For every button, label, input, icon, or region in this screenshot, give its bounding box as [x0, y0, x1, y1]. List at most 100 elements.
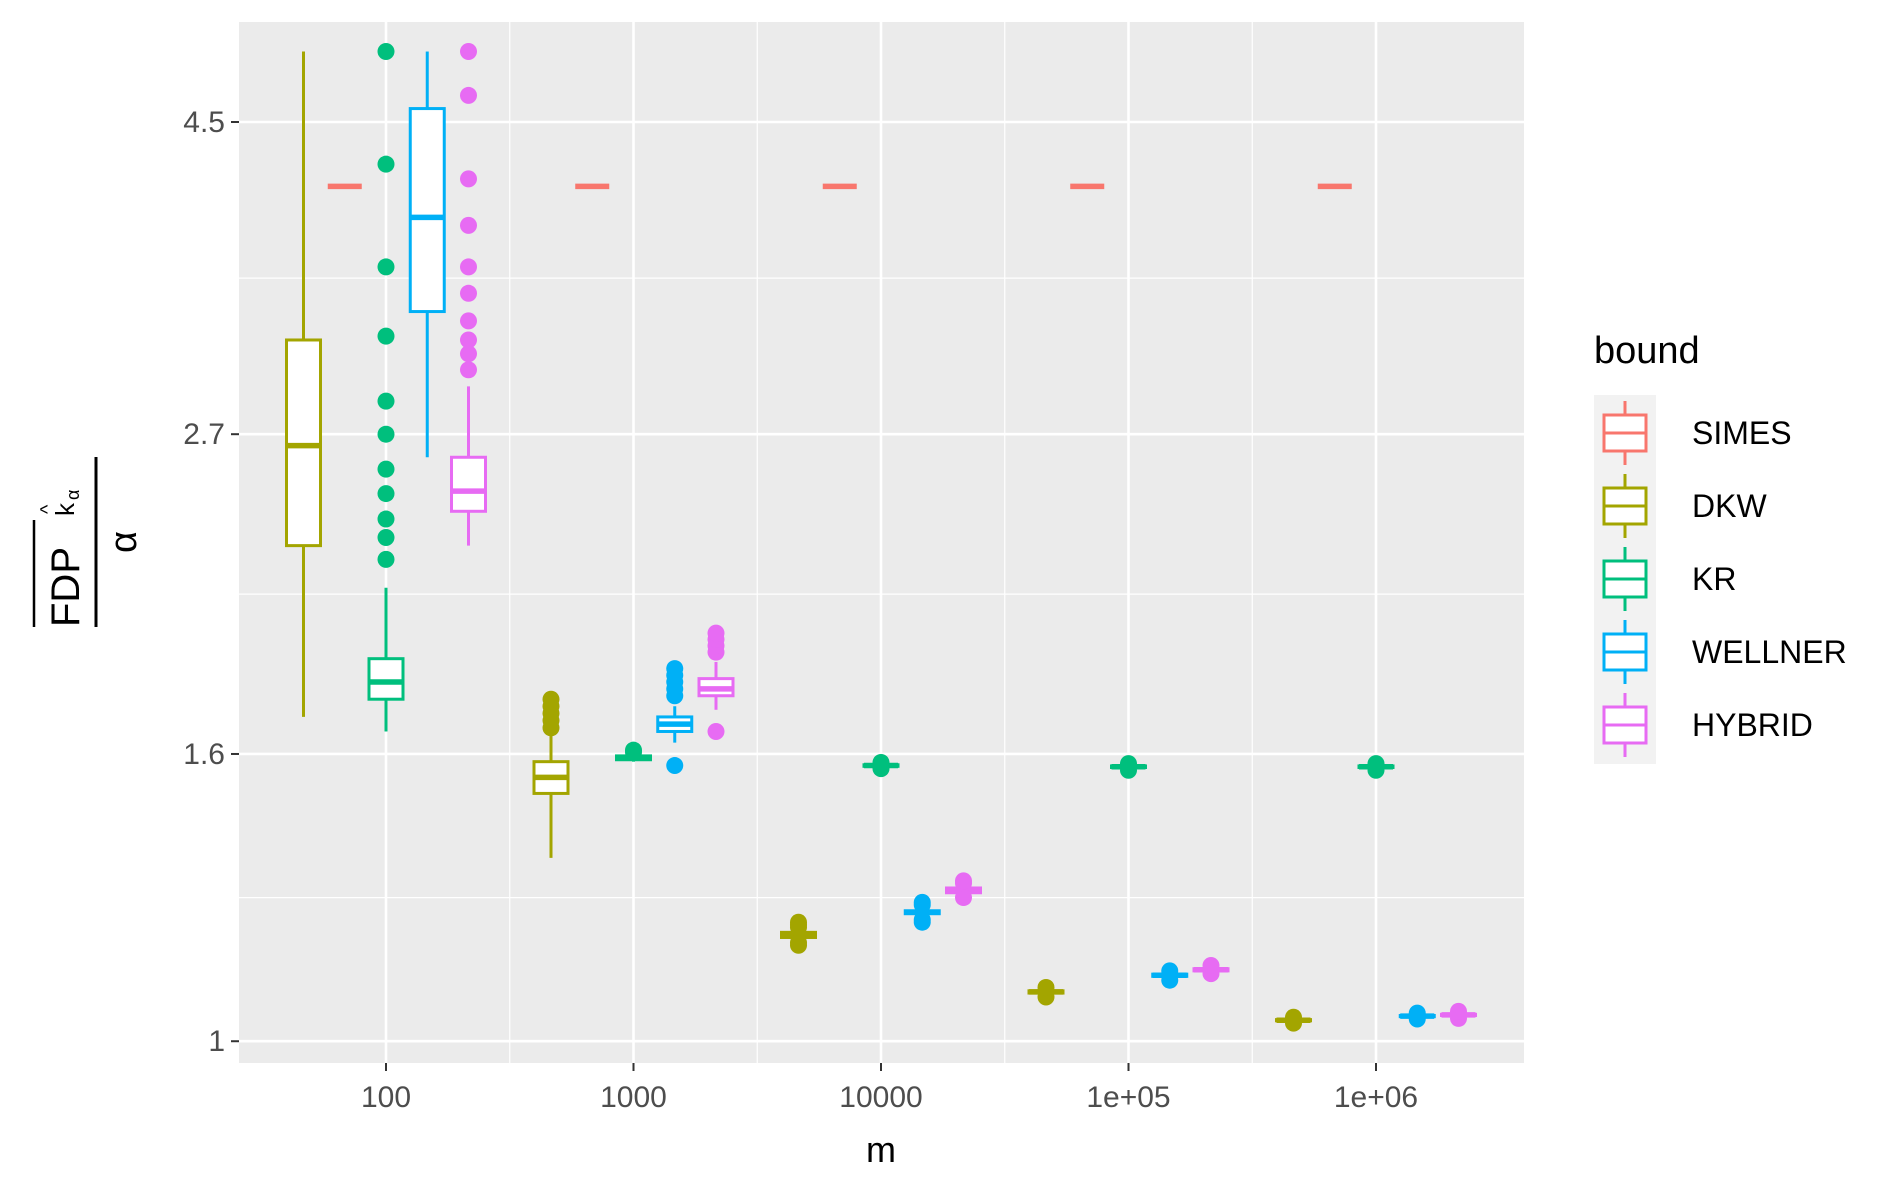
y-label-hat: ^: [37, 504, 59, 514]
x-tick-label: 100: [361, 1081, 411, 1114]
outlier-point: [460, 43, 477, 61]
outlier-point: [913, 911, 931, 929]
x-tick-label: 1e+05: [1086, 1081, 1170, 1114]
outlier-point: [666, 660, 684, 678]
box-wellner: [903, 893, 941, 931]
box-body: [408, 107, 446, 314]
box-dkw: [1275, 1008, 1312, 1032]
box-hybrid: [697, 624, 735, 740]
outlier-point: [790, 934, 807, 952]
box-wellner: [1151, 962, 1189, 989]
box-kr: [862, 753, 900, 778]
box-kr: [615, 741, 652, 762]
outlier-point: [460, 86, 477, 104]
legend-label: HYBRID: [1692, 707, 1813, 743]
outlier-point: [1161, 962, 1179, 980]
outlier-point: [790, 913, 807, 931]
outlier-point: [1120, 755, 1137, 773]
outlier-point: [377, 550, 395, 568]
outlier-point: [955, 889, 972, 907]
legend-label: SIMES: [1692, 415, 1792, 451]
outlier-point: [377, 327, 395, 345]
legend-item-kr: KR: [1602, 547, 1736, 611]
outlier-point: [377, 460, 395, 478]
outlier-point: [460, 312, 477, 330]
legend-label: WELLNER: [1692, 634, 1847, 670]
y-tick-label: 2.7: [183, 418, 225, 451]
box-wellner: [1398, 1004, 1436, 1028]
y-label-alpha: α: [103, 531, 145, 553]
outlier-point: [460, 258, 477, 276]
outlier-point: [377, 529, 395, 547]
outlier-point: [377, 425, 395, 443]
outlier-point: [913, 893, 931, 911]
box-wellner: [656, 660, 694, 775]
outlier-point: [707, 624, 725, 642]
outlier-point: [377, 485, 395, 503]
outlier-point: [460, 331, 477, 349]
outlier-point: [460, 345, 477, 363]
legend: bound SIMES DKW KR WELLNER HYBRID: [1594, 330, 1847, 764]
outlier-point: [955, 872, 972, 890]
y-axis-ticks: 1 1.6 2.7 4.5: [183, 106, 239, 1058]
box-hybrid: [450, 43, 487, 546]
outlier-point: [460, 361, 477, 379]
x-axis-ticks: 100 1000 10000 1e+05 1e+06: [361, 1063, 1418, 1114]
y-label-fdp: FDP: [44, 547, 88, 627]
y-tick-label: 1.6: [183, 738, 225, 771]
outlier-point: [707, 722, 725, 740]
outlier-point: [460, 216, 477, 234]
outlier-point: [1202, 956, 1220, 974]
box-dkw: [780, 913, 817, 954]
y-label-k-alpha: α: [63, 490, 83, 500]
box-kr: [1357, 755, 1395, 779]
outlier-point: [377, 510, 395, 528]
box-kr: [1110, 755, 1147, 779]
legend-keys: SIMES DKW KR WELLNER HYBRID: [1594, 395, 1847, 764]
legend-item-hybrid: HYBRID: [1602, 693, 1813, 757]
outlier-point: [1285, 1008, 1302, 1026]
box-dkw: [1027, 978, 1065, 1006]
outlier-point: [1037, 978, 1055, 996]
x-tick-label: 1e+06: [1334, 1081, 1418, 1114]
legend-label: DKW: [1692, 488, 1767, 524]
x-tick-label: 1000: [600, 1081, 667, 1114]
legend-item-simes: SIMES: [1602, 401, 1792, 465]
box-body: [285, 338, 322, 548]
outlier-point: [377, 258, 395, 276]
box-kr: [367, 43, 405, 732]
x-axis-title: m: [866, 1129, 896, 1170]
box-dkw: [285, 51, 322, 717]
box-hybrid: [945, 872, 982, 907]
outlier-point: [625, 741, 642, 759]
outlier-point: [460, 170, 477, 188]
outlier-point: [872, 753, 890, 771]
box-body: [367, 657, 405, 701]
y-axis-title: FDP ^ k α α: [32, 457, 145, 627]
y-tick-label: 1: [208, 1025, 225, 1058]
x-tick-label: 10000: [839, 1081, 922, 1114]
y-label-k: k: [50, 502, 80, 516]
outlier-point: [460, 284, 477, 302]
legend-label: KR: [1692, 561, 1736, 597]
legend-item-dkw: DKW: [1602, 474, 1767, 538]
box-body: [450, 455, 487, 513]
box-hybrid: [1192, 956, 1230, 983]
outlier-point: [542, 690, 560, 708]
outlier-point: [377, 43, 395, 61]
legend-item-wellner: WELLNER: [1602, 620, 1847, 684]
y-tick-label: 4.5: [183, 106, 225, 139]
legend-title: bound: [1594, 330, 1700, 372]
outlier-point: [377, 392, 395, 410]
outlier-point: [1367, 755, 1385, 773]
box-wellner: [408, 51, 446, 458]
box-layer: [285, 43, 1477, 1032]
outlier-point: [1450, 1002, 1467, 1020]
outlier-point: [377, 155, 395, 173]
box-dkw: [532, 690, 570, 858]
grid-lines: [239, 22, 1524, 1063]
outlier-point: [666, 757, 684, 775]
outlier-point: [1408, 1004, 1426, 1022]
box-hybrid: [1440, 1002, 1477, 1027]
